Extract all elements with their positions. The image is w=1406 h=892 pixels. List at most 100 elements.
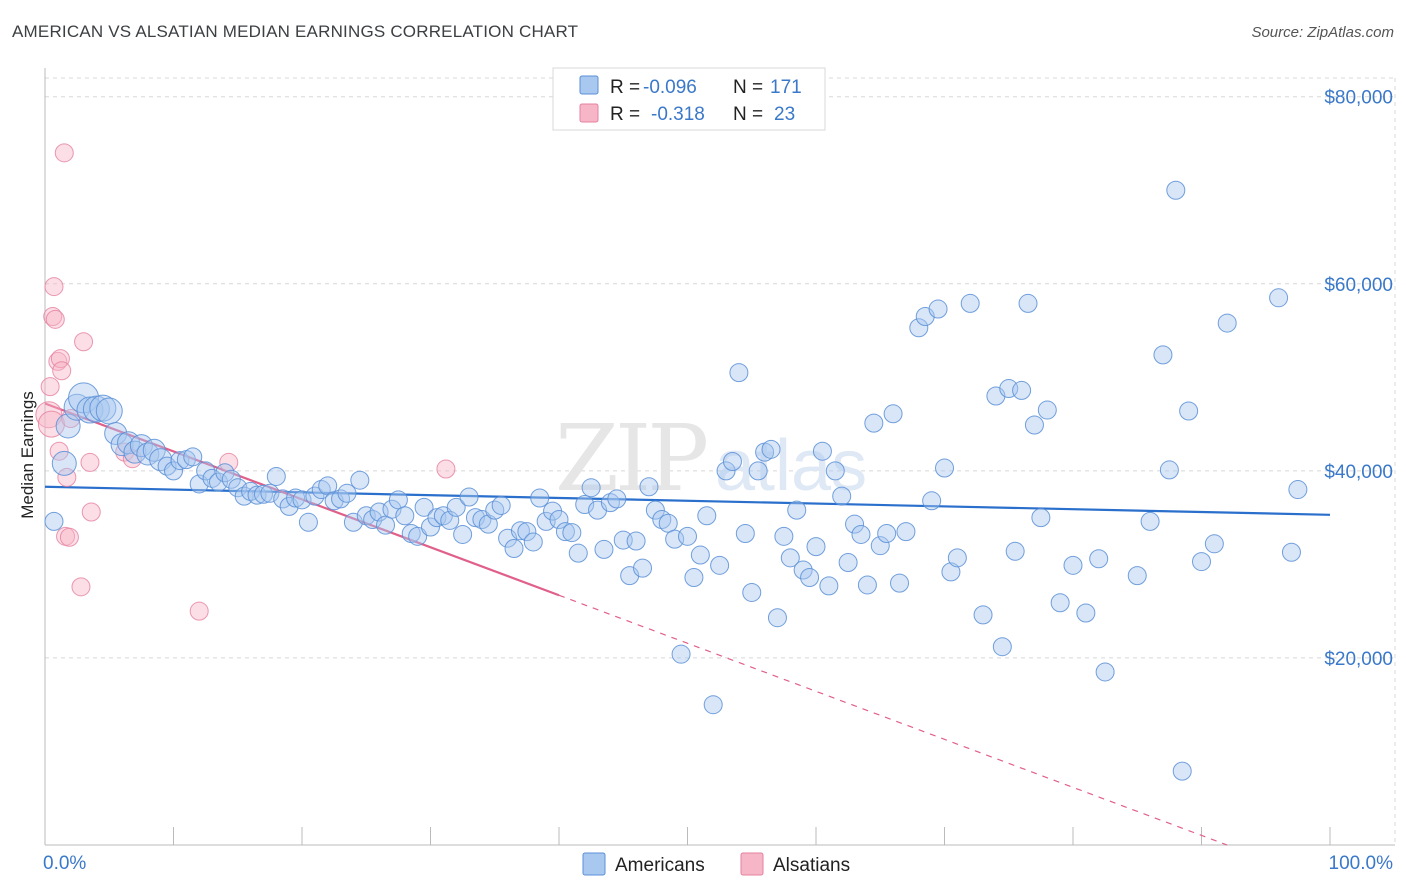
americans-point	[883, 404, 903, 424]
americans-point	[549, 509, 569, 529]
americans-point	[350, 470, 370, 490]
americans-point	[123, 440, 147, 464]
americans-point	[510, 521, 530, 541]
y-tick-label: $80,000	[1324, 88, 1393, 109]
americans-point	[1179, 401, 1199, 421]
americans-point	[633, 558, 653, 578]
americans-point	[922, 491, 942, 511]
y-axis-label: Median Earnings	[18, 391, 37, 519]
axes	[44, 68, 1395, 846]
alsatians-trend-extension	[558, 594, 1228, 846]
legend-swatch-alsatians	[579, 103, 599, 123]
alsatians-point	[35, 401, 63, 429]
americans-point	[684, 567, 704, 587]
americans-point	[453, 524, 473, 544]
americans-point	[1076, 603, 1096, 623]
alsatians-point	[37, 410, 65, 438]
americans-point	[1217, 313, 1237, 333]
americans-point	[1005, 541, 1025, 561]
americans-point	[388, 490, 408, 510]
americans-point	[1024, 415, 1044, 435]
americans-point	[1204, 534, 1224, 554]
americans-point	[517, 522, 537, 542]
americans-point	[1063, 555, 1083, 575]
legend-r-value: -0.096	[643, 77, 697, 98]
americans-point	[594, 539, 614, 559]
alsatians-trend-line	[44, 402, 560, 597]
americans-point	[1269, 288, 1289, 308]
alsatians-point	[59, 527, 79, 547]
alsatians-point	[52, 361, 72, 381]
alsatians-point	[436, 459, 456, 479]
americans-point	[832, 486, 852, 506]
chart-source: Source: ZipAtlas.com	[1251, 24, 1394, 41]
americans-point	[652, 509, 672, 529]
americans-point	[607, 489, 627, 509]
americans-points	[44, 180, 1308, 781]
alsatians-point	[50, 349, 70, 369]
americans-point	[793, 560, 813, 580]
americans-point	[51, 450, 77, 476]
americans-point	[260, 483, 280, 503]
americans-point	[678, 526, 697, 546]
americans-point	[812, 441, 832, 461]
americans-point	[877, 524, 897, 544]
americans-point	[530, 488, 550, 508]
americans-point	[800, 567, 820, 587]
alsatians-points	[35, 143, 456, 621]
chart-title: AMERICAN VS ALSATIAN MEDIAN EARNINGS COR…	[12, 22, 579, 41]
americans-point	[600, 493, 620, 513]
americans-point	[909, 318, 929, 338]
americans-point	[928, 299, 948, 319]
alsatians-point	[43, 307, 63, 327]
americans-point	[896, 522, 916, 542]
legend-bottom: Americans Alsatians	[582, 852, 850, 876]
americans-point	[183, 447, 203, 467]
americans-point	[459, 487, 479, 507]
alsatians-point	[40, 377, 60, 397]
americans-point	[575, 495, 595, 515]
americans-point	[523, 532, 543, 552]
americans-point	[671, 644, 691, 664]
americans-point	[825, 461, 845, 481]
legend-swatch-americans	[579, 75, 599, 95]
americans-point	[748, 461, 768, 481]
legend-top: R = -0.096 N = 171 R = -0.318 N = 23	[552, 67, 826, 131]
americans-point	[1031, 508, 1051, 528]
y-tick-label: $20,000	[1324, 649, 1393, 670]
americans-point	[1012, 380, 1032, 400]
americans-point	[870, 536, 890, 556]
americans-point	[729, 363, 749, 383]
americans-point	[1050, 593, 1070, 613]
americans-point	[581, 478, 601, 498]
alsatians-point	[74, 332, 94, 352]
americans-point	[292, 490, 312, 510]
americans-point	[414, 497, 434, 517]
americans-point	[44, 511, 64, 531]
americans-point	[478, 514, 498, 534]
americans-point	[1288, 480, 1308, 500]
legend-n-value: 23	[774, 104, 795, 125]
bottom-swatch-alsatians	[740, 852, 764, 876]
americans-point	[1172, 761, 1192, 781]
watermark-zip: ZIP	[555, 405, 706, 512]
americans-point	[562, 523, 582, 543]
americans-point	[170, 451, 190, 471]
americans-point	[697, 506, 717, 526]
americans-point	[960, 293, 980, 313]
americans-point	[806, 537, 826, 557]
americans-point	[735, 524, 755, 544]
legend-r-value: -0.318	[651, 104, 705, 125]
alsatians-point	[80, 452, 100, 472]
americans-point	[1192, 552, 1211, 572]
americans-point	[363, 509, 383, 529]
y-tick-label: $60,000	[1324, 275, 1393, 296]
americans-point	[1159, 460, 1179, 480]
americans-point	[1037, 400, 1057, 420]
y-tick-labels: $20,000 $40,000 $60,000 $80,000	[1324, 88, 1393, 670]
legend-n-value: 171	[770, 77, 802, 98]
americans-point	[136, 442, 160, 466]
bottom-legend-americans: Americans	[615, 855, 705, 876]
americans-point	[164, 461, 183, 481]
americans-point	[851, 524, 871, 544]
